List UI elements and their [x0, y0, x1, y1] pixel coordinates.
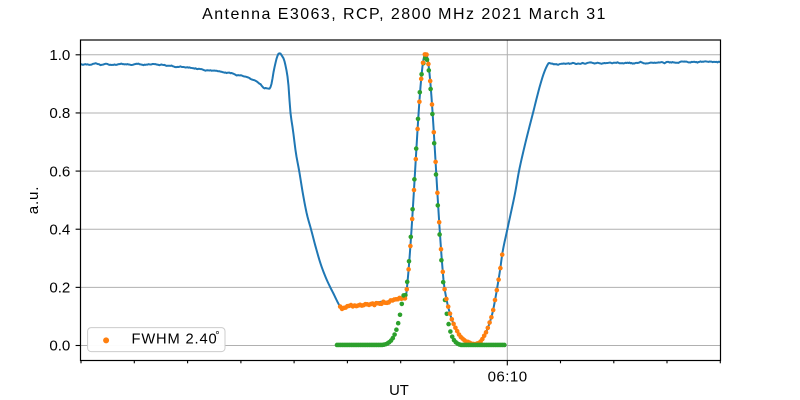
svg-text:0.6: 0.6	[49, 163, 70, 180]
svg-text:°: °	[215, 330, 219, 342]
svg-text:0.8: 0.8	[49, 105, 70, 122]
svg-text:1.0: 1.0	[49, 47, 70, 64]
svg-text:0.2: 0.2	[49, 280, 70, 297]
svg-text:06:10: 06:10	[488, 368, 528, 385]
svg-text:0.4: 0.4	[49, 221, 70, 238]
svg-text:UT: UT	[389, 383, 409, 399]
svg-text:a.u.: a.u.	[25, 186, 42, 214]
svg-text:0.0: 0.0	[49, 338, 70, 355]
svg-text:Antenna E3063, RCP, 2800 MHz 2: Antenna E3063, RCP, 2800 MHz 2021 March …	[202, 6, 607, 23]
svg-text:FWHM 2.40: FWHM 2.40	[132, 331, 218, 347]
